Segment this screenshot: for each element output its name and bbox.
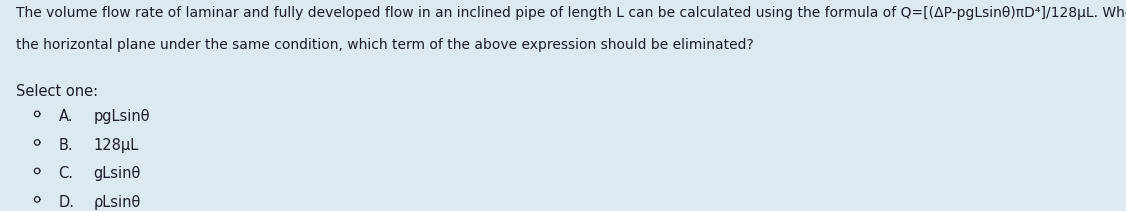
Text: D.: D. [59,195,74,210]
Text: the horizontal plane under the same condition, which term of the above expressio: the horizontal plane under the same cond… [16,38,753,52]
Text: gLsinθ: gLsinθ [93,166,141,181]
Text: B.: B. [59,138,73,153]
Text: Select one:: Select one: [16,84,98,99]
Text: pgLsinθ: pgLsinθ [93,109,150,124]
Text: C.: C. [59,166,73,181]
Text: A.: A. [59,109,73,124]
Text: The volume flow rate of laminar and fully developed flow in an inclined pipe of : The volume flow rate of laminar and full… [16,6,1126,20]
Text: ρLsinθ: ρLsinθ [93,195,141,210]
Text: 128μL: 128μL [93,138,138,153]
